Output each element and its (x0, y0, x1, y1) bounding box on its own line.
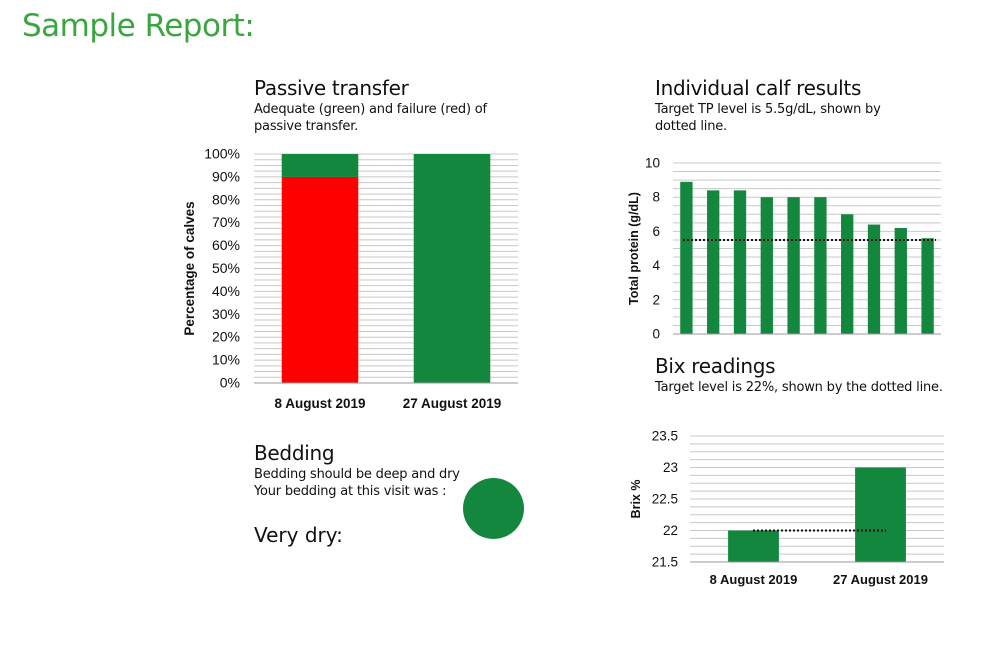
y-axis-label: Brix % (629, 480, 643, 519)
x-category-label: 27 August 2019 (403, 396, 502, 411)
bar (867, 224, 881, 334)
y-tick-label: 70% (212, 214, 240, 230)
y-tick-label: 8 (652, 190, 660, 205)
bar (733, 190, 747, 334)
y-axis-label: Percentage of calves (182, 201, 197, 335)
individual-calf-chart: 0 2 4 6 8 10 Total protein (g/dL) (627, 156, 941, 342)
bar (787, 197, 800, 334)
bar (841, 214, 854, 334)
individual-calf-description: Target TP level is 5.5g/dL, shown by dot… (655, 102, 881, 134)
y-tick-label: 10% (212, 352, 240, 368)
y-tick-label: 22 (663, 523, 678, 538)
passive-transfer-description: Adequate (green) and failure (red) of pa… (254, 102, 487, 134)
x-category-label: 8 August 2019 (710, 572, 798, 587)
bedding-line-2: Your bedding at this visit was : (254, 484, 447, 499)
x-category-label: 27 August 2019 (833, 572, 928, 587)
y-tick-label: 0 (652, 327, 660, 342)
x-category-label: 8 August 2019 (274, 396, 365, 411)
y-tick-label: 21.5 (652, 555, 678, 570)
y-tick-label: 2 (652, 292, 660, 307)
bar-adequate (413, 154, 491, 383)
y-tick-label: 6 (652, 224, 660, 239)
bar (814, 197, 827, 334)
y-tick-label: 4 (652, 258, 660, 273)
bar (855, 467, 906, 562)
bar (894, 227, 907, 334)
y-tick-label: 30% (212, 306, 240, 322)
y-tick-label: 50% (212, 260, 240, 276)
bedding-indicator-circle (463, 478, 524, 539)
passive-transfer-title: Passive transfer (254, 76, 409, 100)
y-tick-label: 10 (645, 156, 660, 171)
y-tick-label: 20% (212, 329, 240, 345)
bix-readings-chart: 21.5 22 22.5 23 23.5 Brix % 8 August 2019 27 Au… (629, 429, 944, 587)
bar-adequate (281, 154, 359, 177)
bar (728, 530, 779, 562)
y-tick-label: 90% (212, 168, 240, 184)
passive-transfer-chart: 0% 10% 20% 30% 40% 50% 60% 70% 80% 90% 100% Percent… (182, 146, 518, 411)
y-axis-label: Total protein (g/dL) (627, 192, 641, 305)
y-tick-label: 100% (204, 146, 240, 162)
bar-failure (281, 176, 359, 383)
y-tick-label: 0% (220, 375, 240, 391)
y-tick-label: 23.5 (652, 429, 678, 444)
page-title: Sample Report: (22, 8, 255, 44)
bix-readings-title: Bix readings (655, 354, 776, 378)
bedding-result: Very dry: (254, 523, 343, 547)
bar (680, 181, 693, 334)
bar (760, 197, 773, 334)
bar (707, 190, 720, 334)
bedding-title: Bedding (254, 441, 335, 465)
bedding-line-1: Bedding should be deep and dry (254, 467, 460, 482)
y-tick-label: 22.5 (652, 492, 678, 507)
individual-calf-title: Individual calf results (655, 76, 862, 100)
bix-readings-description: Target level is 22%, shown by the dotted… (655, 380, 943, 395)
y-tick-label: 23 (663, 460, 678, 475)
y-tick-label: 60% (212, 237, 240, 253)
y-tick-label: 80% (212, 191, 240, 207)
y-tick-label: 40% (212, 283, 240, 299)
bar (921, 238, 934, 334)
